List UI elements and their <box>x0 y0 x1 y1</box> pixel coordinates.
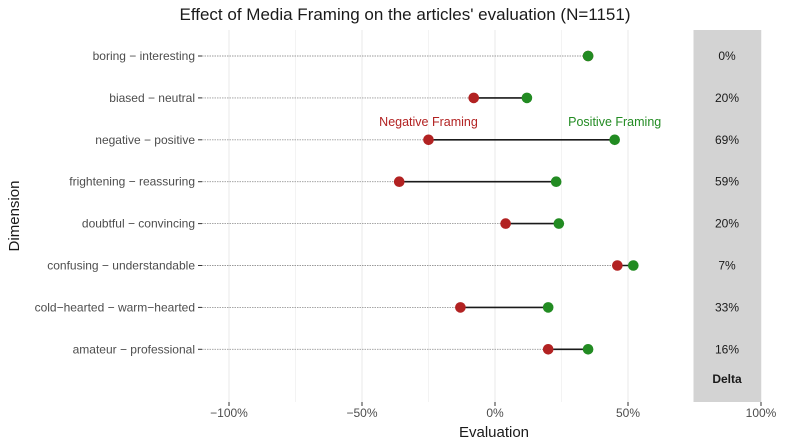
dimension-guide-lines <box>202 55 634 350</box>
x-tick-label: −100% <box>210 406 248 420</box>
y-tick-label: confusing − understandable <box>47 259 195 273</box>
delta-value: 20% <box>715 217 739 231</box>
positive-framing-point <box>609 134 620 146</box>
y-axis-title: Dimension <box>6 181 23 252</box>
delta-value: 7% <box>718 259 736 273</box>
y-tick-label: amateur − professional <box>73 342 195 356</box>
framing-points <box>393 50 639 355</box>
negative-framing-point <box>455 302 466 313</box>
positive-framing-point <box>550 176 562 187</box>
positive-framing-point <box>521 92 533 104</box>
delta-header: Delta <box>712 372 742 386</box>
y-axis-tick-labels: boring − interesting biased − neutral nega… <box>35 49 202 356</box>
y-tick-label: biased − neutral <box>109 91 195 105</box>
y-tick-label: boring − interesting <box>93 49 195 63</box>
positive-framing-point <box>582 50 594 62</box>
delta-column-band <box>693 30 761 402</box>
positive-framing-label: Positive Framing <box>568 115 661 129</box>
delta-value: 20% <box>715 91 739 105</box>
positive-framing-point <box>553 218 565 229</box>
negative-framing-point <box>500 218 511 229</box>
delta-value: 16% <box>715 342 739 356</box>
x-tick-label: 0% <box>486 406 504 420</box>
delta-value: 33% <box>715 300 739 314</box>
x-tick-label: 50% <box>616 406 640 420</box>
negative-framing-point <box>612 260 623 271</box>
positive-framing-point <box>628 260 639 271</box>
negative-framing-point <box>542 344 554 355</box>
x-tick-label: 100% <box>746 406 777 420</box>
delta-values: 0% 20% 69% 59% 20% 7% 33% 16% <box>715 49 739 356</box>
x-axis-title: Evaluation <box>459 424 529 441</box>
positive-framing-point <box>582 344 594 355</box>
delta-value: 59% <box>715 175 739 189</box>
grid-lines <box>228 30 762 402</box>
delta-value: 69% <box>715 133 739 147</box>
framing-difference-segments <box>399 97 634 351</box>
positive-framing-point <box>542 302 554 313</box>
negative-framing-point <box>468 92 480 104</box>
delta-value: 0% <box>718 49 736 63</box>
y-tick-label: doubtful − convincing <box>82 217 195 231</box>
negative-framing-point <box>393 176 405 187</box>
y-tick-label: negative − positive <box>95 133 195 147</box>
x-tick-label: −50% <box>346 406 377 420</box>
negative-framing-point <box>423 134 434 146</box>
negative-framing-label: Negative Framing <box>379 115 478 129</box>
chart-title: Effect of Media Framing on the articles'… <box>180 5 631 24</box>
y-tick-label: cold−hearted − warm−hearted <box>35 300 195 314</box>
y-tick-label: frightening − reassuring <box>69 175 195 189</box>
x-axis-tick-labels: −100% −50% 0% 50% 100% <box>210 402 777 420</box>
